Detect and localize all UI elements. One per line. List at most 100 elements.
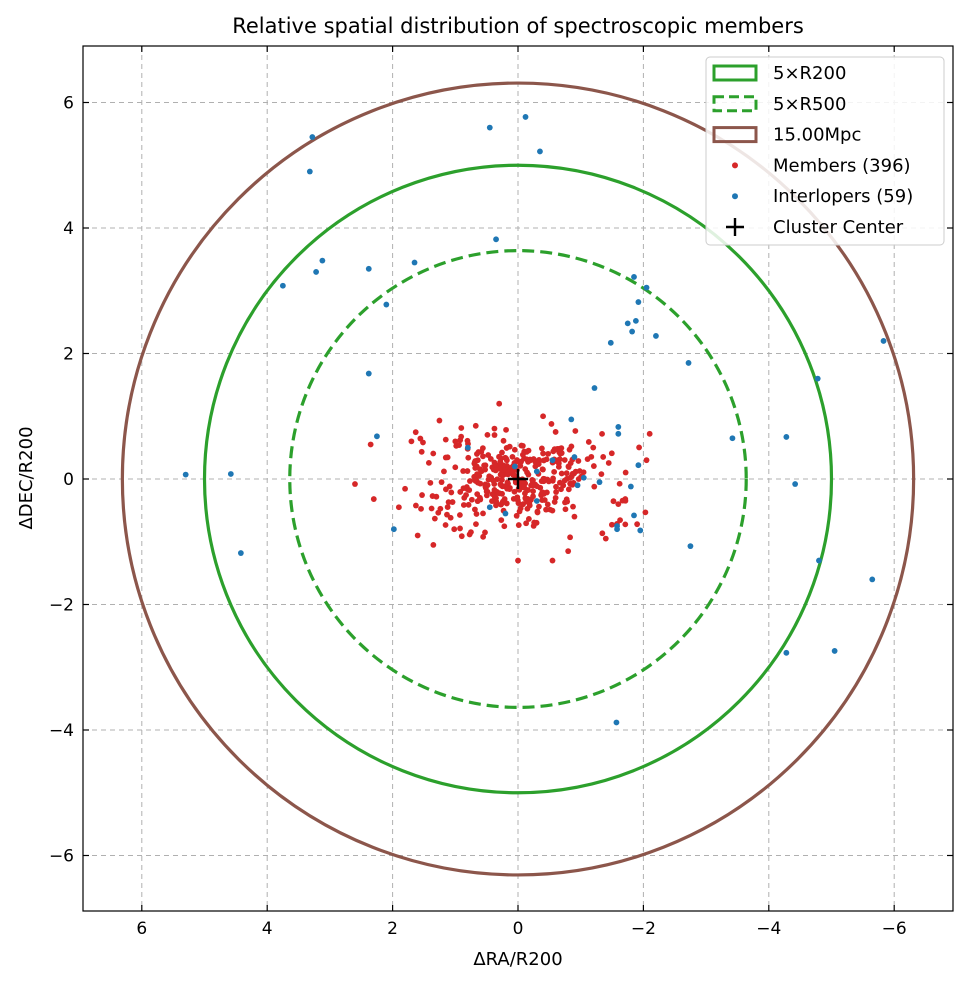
member-point — [544, 501, 551, 508]
member-point — [622, 521, 629, 528]
member-point — [471, 459, 478, 465]
interloper-point — [635, 299, 642, 305]
member-point — [646, 430, 653, 437]
legend-dot — [732, 193, 738, 200]
interloper-point — [615, 424, 622, 430]
member-point — [622, 496, 629, 502]
member-point — [419, 492, 425, 498]
interloper-point — [464, 444, 471, 451]
interloper-point — [685, 360, 692, 366]
member-point — [540, 466, 546, 473]
member-point — [464, 437, 471, 444]
member-point — [498, 517, 505, 524]
member-point — [484, 482, 491, 489]
interloper-point — [783, 649, 790, 656]
member-point — [475, 449, 482, 455]
legend-item: 15.00Mpc — [712, 125, 861, 146]
member-point — [472, 506, 478, 513]
interloper-point — [869, 576, 876, 583]
member-point — [511, 472, 518, 479]
interloper-point — [309, 134, 316, 140]
member-point — [431, 515, 438, 522]
interloper-point — [313, 269, 320, 275]
member-point — [591, 483, 598, 490]
member-point — [533, 519, 540, 526]
interloper-point — [574, 482, 581, 489]
member-point — [444, 504, 451, 511]
member-point — [491, 432, 498, 438]
member-point — [486, 473, 493, 480]
member-point — [499, 449, 505, 456]
interloper-point — [568, 416, 575, 423]
member-point — [636, 444, 642, 451]
member-point — [599, 530, 606, 537]
x-tick-label: 4 — [262, 919, 273, 939]
member-point — [510, 468, 517, 474]
member-point — [480, 533, 487, 540]
member-point — [551, 446, 558, 453]
member-point — [585, 439, 592, 445]
member-point — [493, 502, 499, 509]
member-point — [428, 505, 435, 512]
member-point — [458, 533, 465, 540]
member-point — [483, 492, 490, 499]
interloper-point — [614, 526, 620, 533]
interloper-point — [374, 433, 380, 440]
interloper-point — [631, 274, 637, 280]
legend-label: 5×R500 — [773, 94, 846, 115]
interloper-point — [643, 284, 650, 291]
member-point — [474, 498, 481, 505]
interloper-point — [237, 550, 244, 556]
y-tick-label: −6 — [49, 847, 74, 867]
y-tick-label: 2 — [63, 345, 74, 365]
interloper-point — [365, 370, 372, 377]
legend-item: 5×R500 — [712, 94, 846, 115]
member-point — [472, 422, 479, 429]
member-point — [352, 481, 358, 487]
member-point — [491, 425, 498, 432]
interloper-point — [615, 430, 622, 437]
y-tick-label: 0 — [63, 470, 74, 490]
interloper-point — [632, 317, 639, 324]
member-point — [529, 477, 536, 483]
member-point — [521, 484, 528, 491]
member-point — [599, 430, 605, 437]
y-tick-label: 6 — [63, 94, 74, 114]
member-point — [497, 458, 504, 465]
member-point — [584, 456, 591, 463]
radius-circles — [120, 81, 916, 877]
x-tick-label: 0 — [513, 919, 524, 939]
member-point — [540, 413, 546, 420]
member-point — [551, 499, 558, 505]
legend-dot — [732, 162, 738, 169]
member-point — [477, 480, 484, 487]
interloper-point — [880, 338, 887, 344]
member-point — [492, 467, 499, 474]
member-point — [497, 481, 504, 488]
member-point — [447, 514, 454, 521]
member-point — [429, 493, 436, 499]
member-point — [560, 482, 567, 489]
member-point — [514, 494, 521, 501]
interloper-point — [486, 504, 493, 511]
member-point — [565, 463, 572, 470]
member-point — [545, 450, 552, 457]
member-point — [456, 442, 462, 448]
member-point — [536, 458, 542, 465]
interloper-point — [227, 471, 234, 477]
member-point — [418, 448, 425, 455]
member-point — [489, 491, 496, 498]
interloper-point — [629, 328, 636, 335]
member-point — [534, 509, 541, 516]
interloper-point — [549, 457, 556, 464]
member-point — [441, 468, 447, 475]
member-point — [563, 496, 570, 503]
member-point — [452, 438, 459, 445]
member-point — [515, 557, 521, 564]
member-point — [567, 474, 574, 481]
member-point — [465, 501, 472, 508]
member-point — [442, 436, 449, 443]
interloper-point — [571, 454, 578, 460]
member-point — [642, 509, 649, 516]
interloper-point — [792, 481, 799, 487]
